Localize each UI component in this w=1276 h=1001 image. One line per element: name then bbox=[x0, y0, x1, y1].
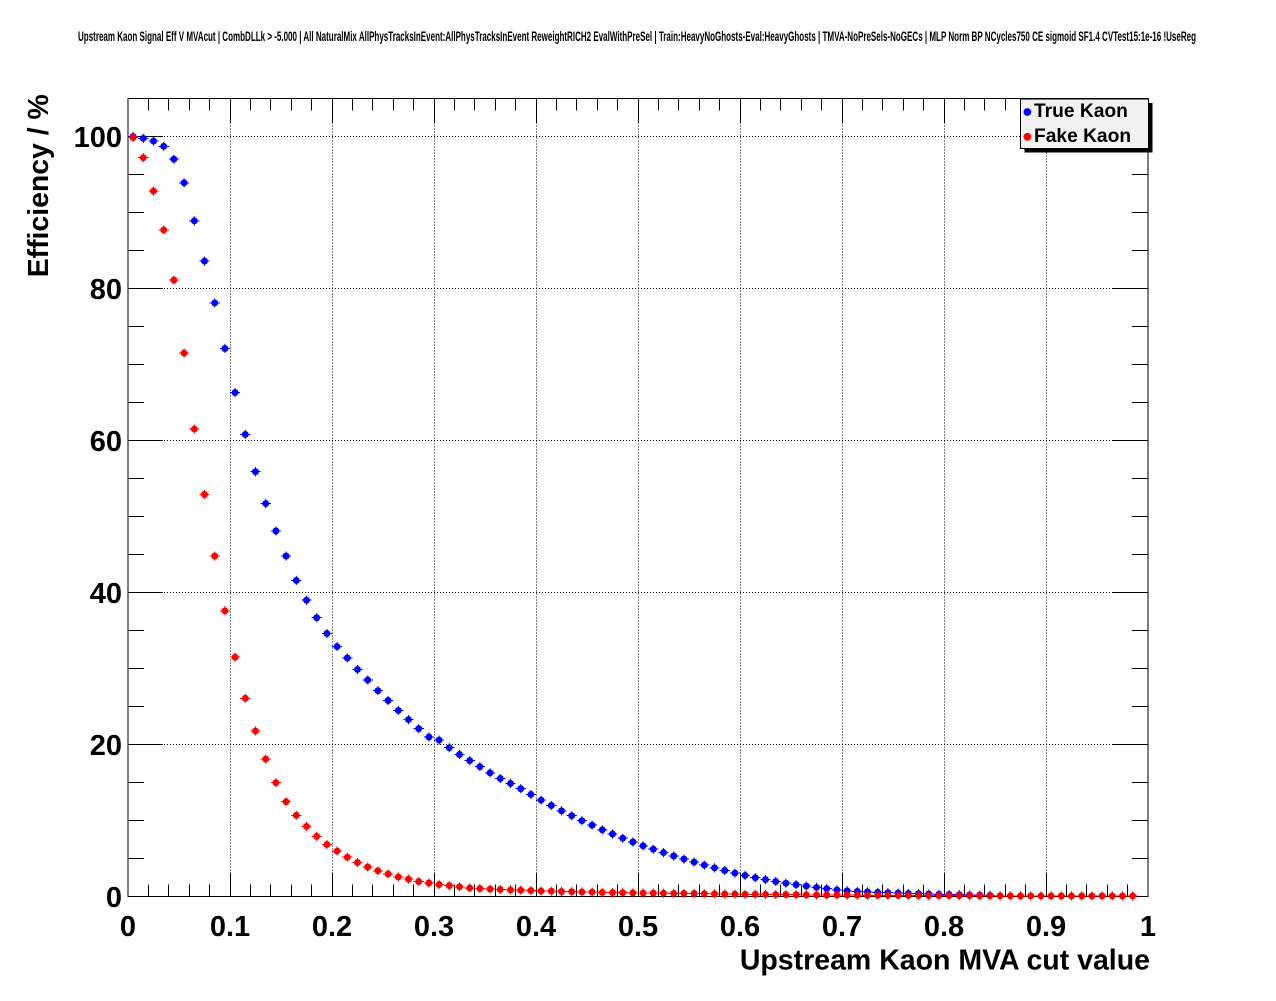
svg-text:0.3: 0.3 bbox=[414, 911, 454, 943]
svg-text:0.4: 0.4 bbox=[516, 911, 556, 943]
svg-text:Upstream Kaon MVA cut value: Upstream Kaon MVA cut value bbox=[740, 945, 1150, 977]
svg-text:0.9: 0.9 bbox=[1026, 911, 1066, 943]
svg-text:80: 80 bbox=[90, 274, 122, 306]
svg-text:0: 0 bbox=[120, 911, 136, 943]
svg-text:40: 40 bbox=[90, 578, 122, 610]
svg-text:100: 100 bbox=[74, 122, 122, 154]
svg-text:Upstream Kaon Signal Eff V MVA: Upstream Kaon Signal Eff V MVAcut | Comb… bbox=[78, 29, 1196, 44]
svg-text:20: 20 bbox=[90, 730, 122, 762]
svg-text:0.1: 0.1 bbox=[210, 911, 250, 943]
svg-text:Fake Kaon: Fake Kaon bbox=[1034, 126, 1131, 147]
svg-text:0.5: 0.5 bbox=[618, 911, 658, 943]
svg-text:0: 0 bbox=[106, 882, 122, 914]
svg-text:60: 60 bbox=[90, 426, 122, 458]
svg-text:0.7: 0.7 bbox=[822, 911, 862, 943]
svg-text:0.6: 0.6 bbox=[720, 911, 760, 943]
svg-text:0.2: 0.2 bbox=[312, 911, 352, 943]
svg-text:1: 1 bbox=[1140, 911, 1156, 943]
svg-text:0.8: 0.8 bbox=[924, 911, 964, 943]
svg-text:True Kaon: True Kaon bbox=[1034, 101, 1128, 122]
svg-text:Efficiency / %: Efficiency / % bbox=[23, 94, 55, 277]
